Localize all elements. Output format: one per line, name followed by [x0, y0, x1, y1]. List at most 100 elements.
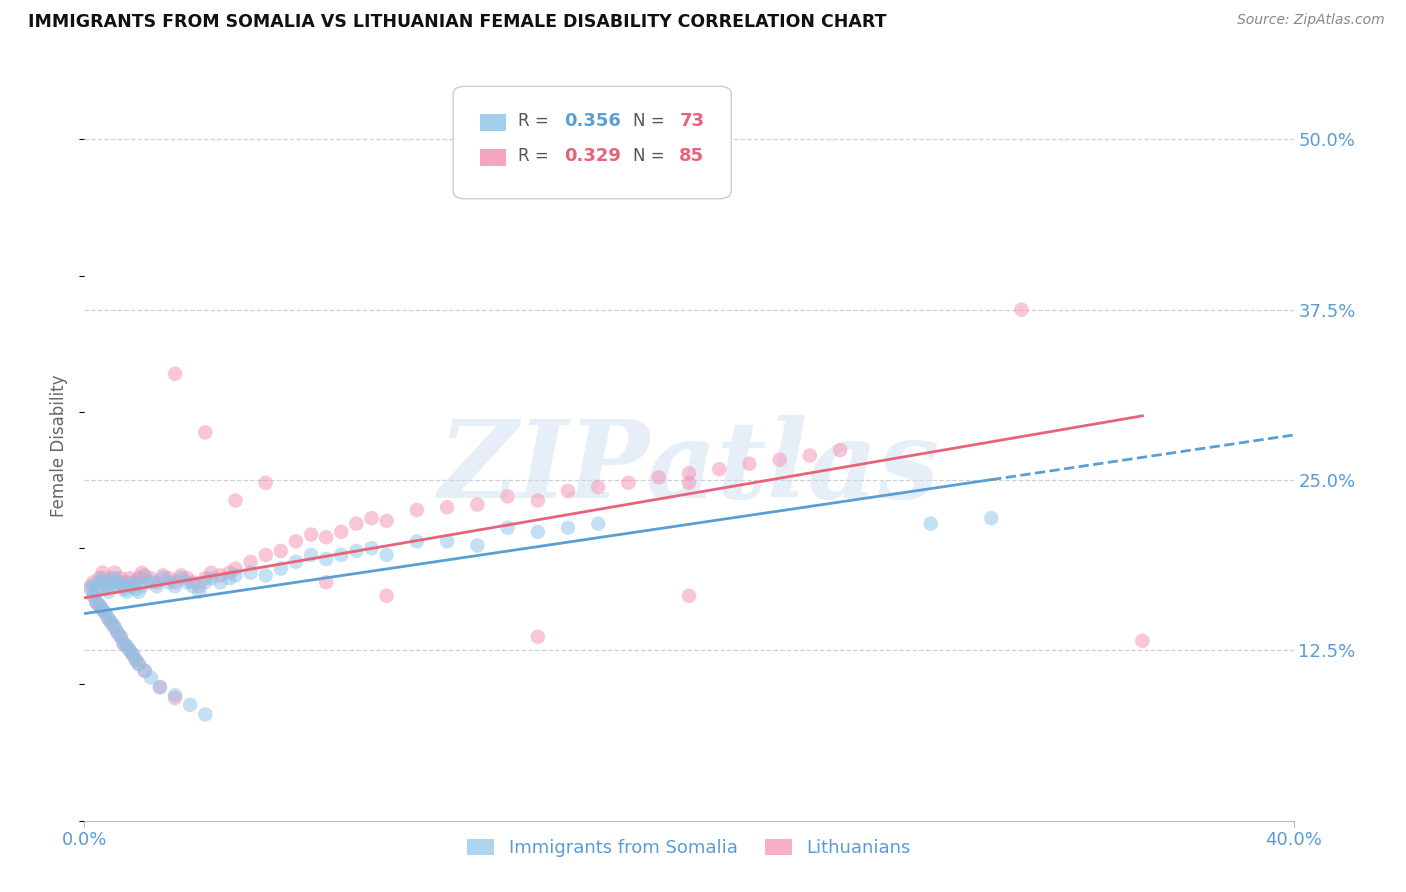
Point: [128, 657, 150, 671]
Point: [94, 579, 117, 593]
Point: [89, 599, 111, 613]
Point: [330, 524, 353, 539]
Point: [131, 566, 153, 580]
Point: [738, 457, 761, 471]
Point: [82, 575, 104, 590]
Text: R =: R =: [519, 147, 550, 165]
Point: [678, 467, 700, 481]
Point: [194, 571, 217, 585]
Point: [100, 571, 122, 585]
Point: [100, 575, 122, 590]
Point: [91, 571, 114, 585]
Point: [139, 671, 162, 685]
Point: [830, 443, 852, 458]
Point: [1130, 633, 1153, 648]
Point: [436, 500, 458, 515]
Point: [165, 367, 187, 381]
Point: [176, 571, 198, 585]
Point: [239, 555, 262, 569]
Point: [97, 612, 120, 626]
Point: [107, 575, 129, 590]
Point: [557, 521, 579, 535]
Point: [254, 548, 277, 562]
Point: [110, 575, 132, 590]
Point: [176, 575, 198, 590]
Point: [139, 575, 162, 590]
Point: [91, 566, 114, 580]
Point: [617, 475, 640, 490]
Point: [125, 575, 148, 590]
Point: [134, 664, 156, 678]
Point: [527, 524, 550, 539]
Point: [285, 534, 308, 549]
Point: [406, 534, 429, 549]
Point: [194, 707, 217, 722]
Point: [112, 579, 135, 593]
Point: [112, 636, 135, 650]
Point: [170, 571, 193, 585]
Point: [315, 552, 337, 566]
Point: [375, 514, 398, 528]
Point: [225, 493, 247, 508]
Point: [165, 579, 187, 593]
Point: [118, 643, 141, 657]
Point: [115, 640, 138, 654]
Point: [375, 589, 398, 603]
Point: [110, 630, 132, 644]
Point: [194, 575, 217, 590]
Text: 0.356: 0.356: [564, 112, 621, 129]
Point: [179, 698, 201, 712]
Point: [79, 579, 101, 593]
Point: [157, 575, 180, 590]
Point: [315, 530, 337, 544]
Point: [165, 688, 187, 702]
Point: [125, 653, 148, 667]
Point: [128, 571, 150, 585]
Point: [146, 579, 169, 593]
Point: [128, 657, 150, 671]
Point: [239, 566, 262, 580]
Point: [82, 589, 104, 603]
Point: [165, 575, 187, 590]
Point: [527, 493, 550, 508]
Point: [115, 640, 138, 654]
Point: [107, 579, 129, 593]
Point: [91, 602, 114, 616]
Point: [188, 579, 211, 593]
Text: 0.329: 0.329: [564, 147, 621, 165]
Point: [436, 534, 458, 549]
Point: [89, 575, 111, 590]
Point: [107, 625, 129, 640]
Point: [709, 462, 731, 476]
Point: [128, 584, 150, 599]
Point: [118, 579, 141, 593]
Point: [91, 602, 114, 616]
Y-axis label: Female Disability: Female Disability: [51, 375, 69, 517]
Point: [104, 620, 127, 634]
Point: [467, 538, 489, 552]
Point: [200, 566, 222, 580]
Point: [134, 568, 156, 582]
Point: [360, 541, 382, 556]
Point: [125, 653, 148, 667]
Point: [152, 568, 174, 582]
Point: [97, 612, 120, 626]
Point: [100, 616, 122, 631]
Point: [115, 575, 138, 590]
Point: [157, 571, 180, 585]
Point: [121, 648, 143, 662]
Point: [100, 616, 122, 631]
Point: [152, 571, 174, 585]
Point: [799, 449, 821, 463]
Legend: Immigrants from Somalia, Lithuanians: Immigrants from Somalia, Lithuanians: [460, 831, 918, 864]
Point: [270, 561, 292, 575]
Point: [118, 643, 141, 657]
Text: 85: 85: [679, 147, 704, 165]
Point: [134, 664, 156, 678]
Point: [82, 579, 104, 593]
Point: [97, 584, 120, 599]
Point: [82, 589, 104, 603]
Point: [94, 575, 117, 590]
Text: N =: N =: [633, 112, 665, 129]
Text: Source: ZipAtlas.com: Source: ZipAtlas.com: [1237, 13, 1385, 28]
